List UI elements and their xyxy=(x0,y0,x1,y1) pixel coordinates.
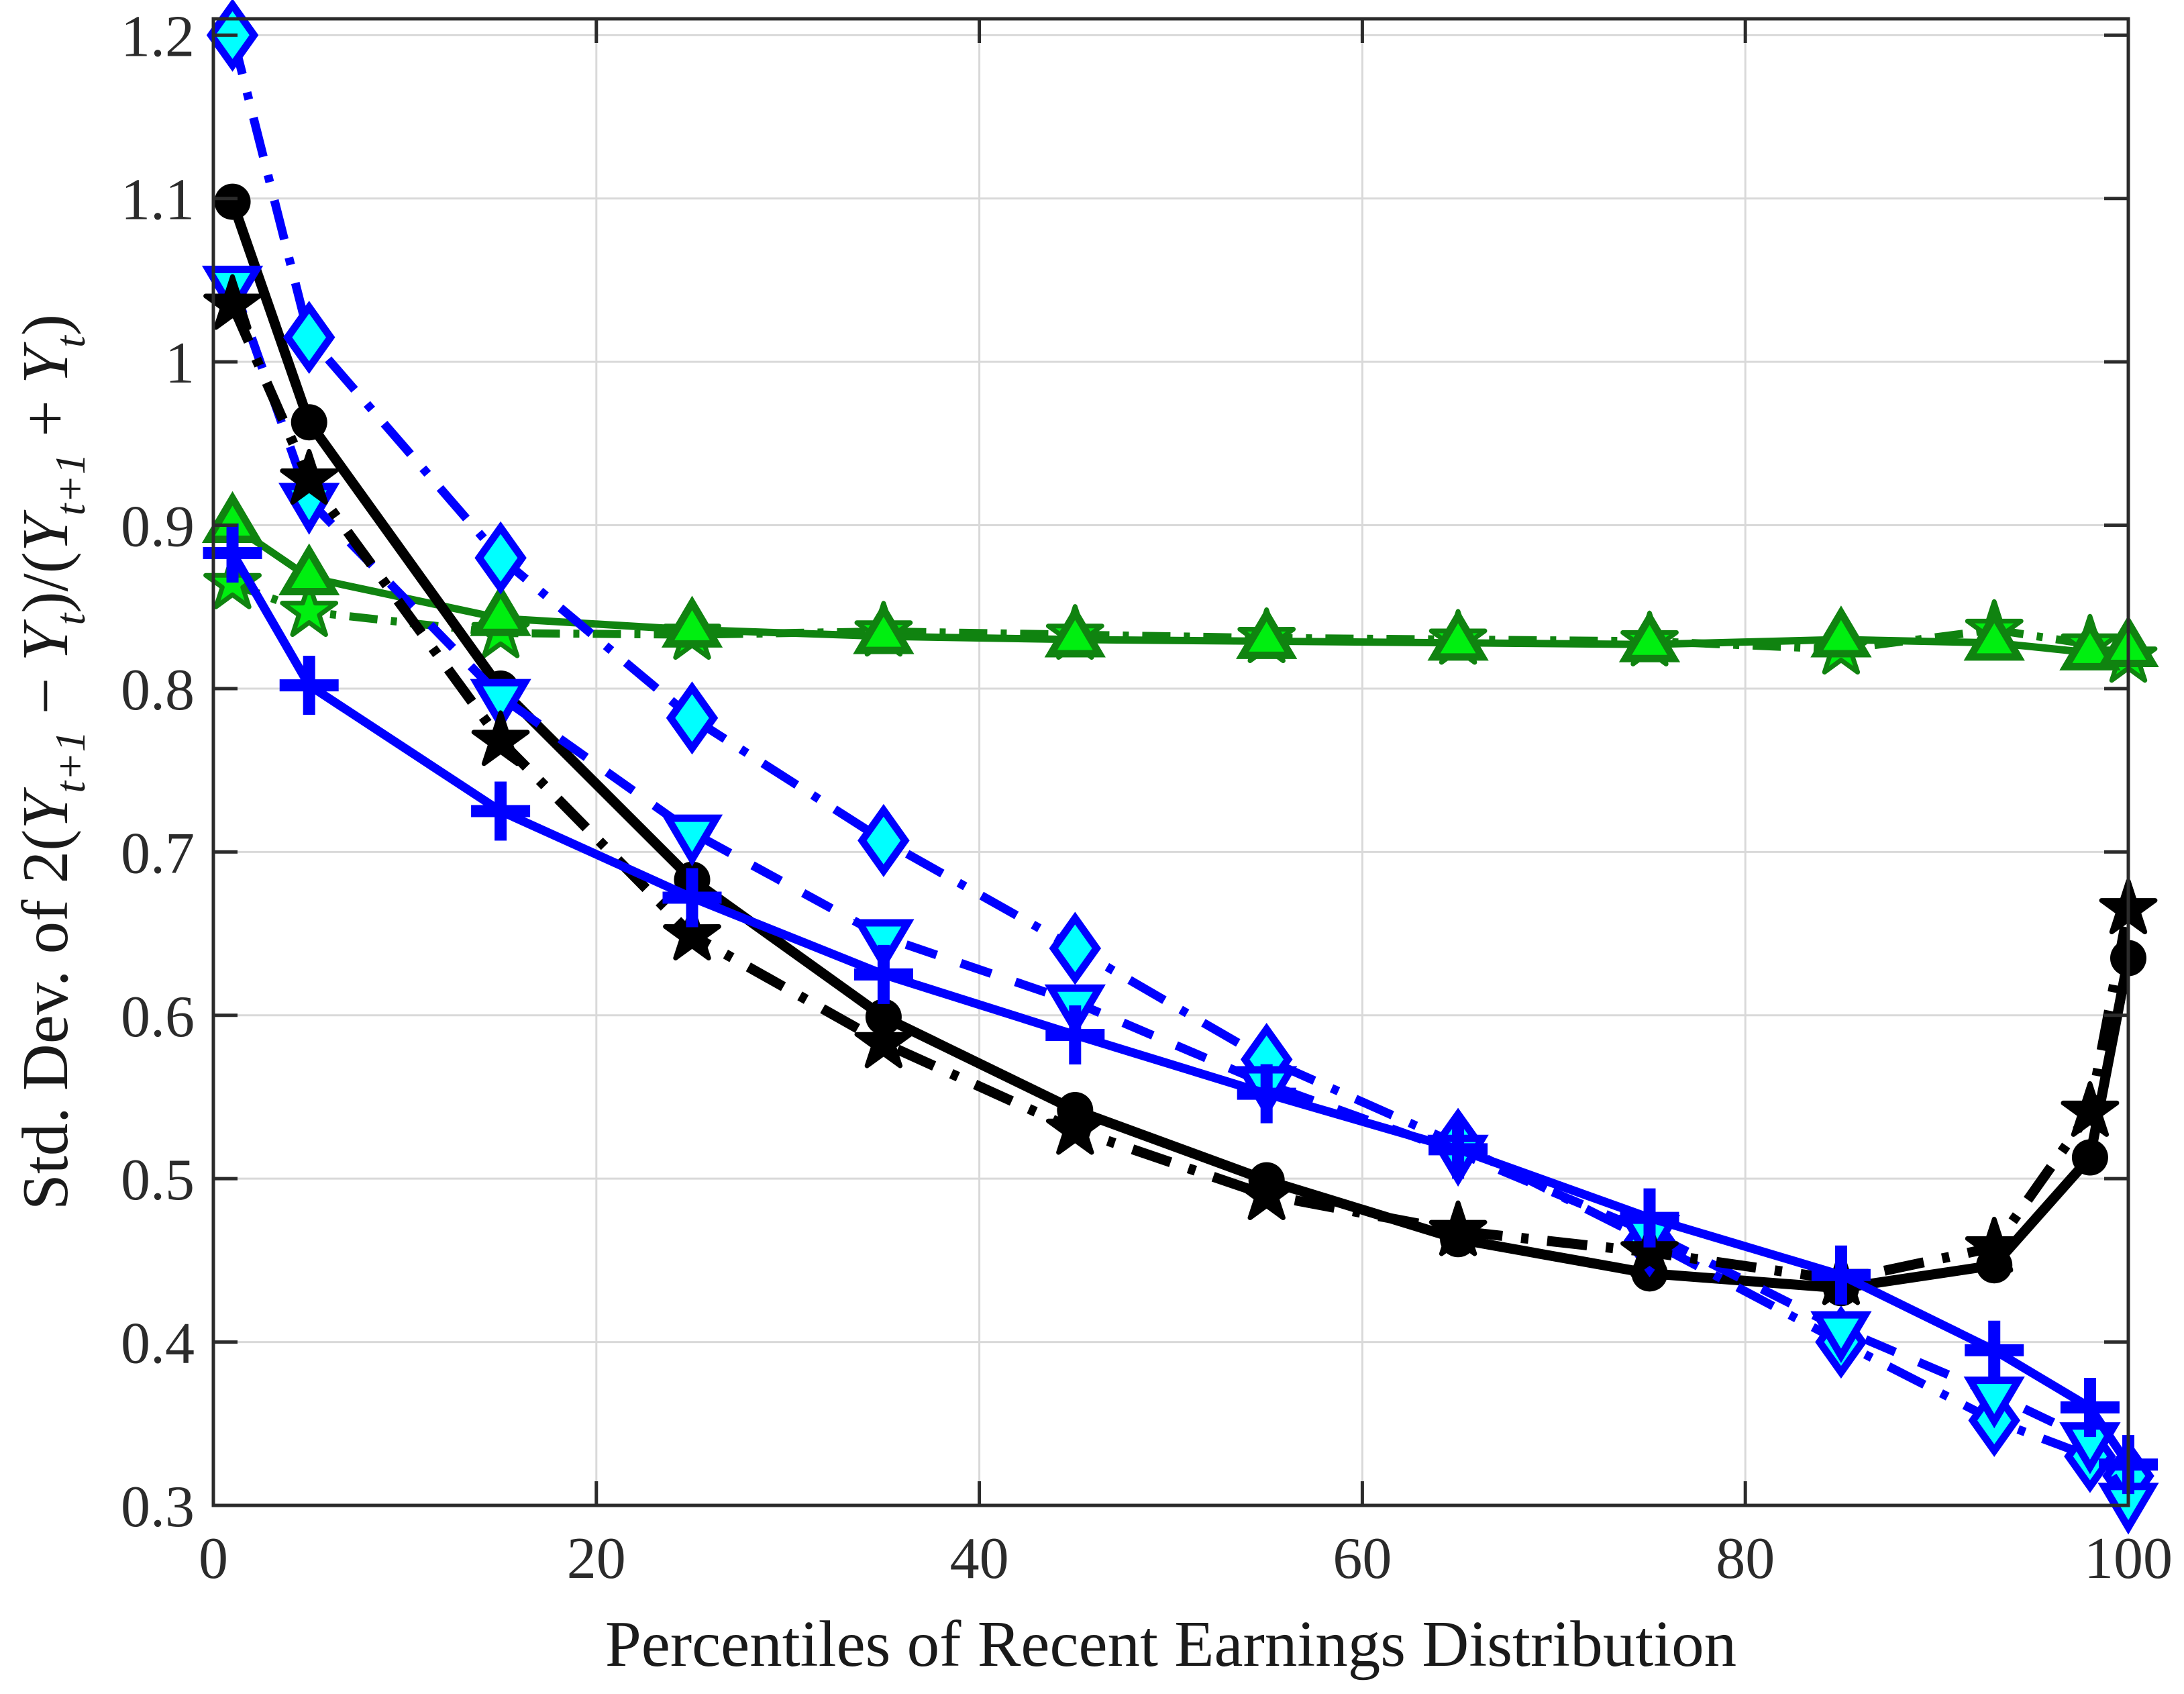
marker-triangle-up xyxy=(1044,605,1106,658)
marker-triangle-up xyxy=(853,602,915,654)
marker-star xyxy=(1237,1164,1296,1220)
marker-triangle-up xyxy=(1427,608,1489,661)
marker-diamond xyxy=(857,803,910,877)
x-tick-label: 60 xyxy=(1333,1526,1392,1591)
marker-diamond xyxy=(474,521,527,595)
marker-plus xyxy=(2060,1377,2120,1437)
marker-plus xyxy=(471,781,531,841)
marker-star xyxy=(471,710,530,766)
marker-triangle-up xyxy=(1618,610,1681,662)
plot-frame xyxy=(211,17,2130,1507)
y-tick-label: 1 xyxy=(165,331,195,396)
marker-triangle-up xyxy=(661,595,723,648)
marker-star xyxy=(1620,1222,1679,1278)
x-tick-label: 40 xyxy=(950,1526,1009,1591)
marker-star xyxy=(2061,1081,2120,1137)
y-tick-label: 0.5 xyxy=(121,1148,195,1213)
marker-star xyxy=(280,581,339,637)
marker-plus xyxy=(1620,1188,1679,1248)
y-tick-label: 1.1 xyxy=(121,168,195,233)
x-tick-label: 20 xyxy=(567,1526,626,1591)
x-tick-label: 0 xyxy=(199,1526,228,1591)
marker-diamond xyxy=(282,301,335,375)
marker-triangle-up xyxy=(278,543,340,595)
marker-plus xyxy=(1237,1064,1296,1124)
marker-star xyxy=(663,905,721,960)
marker-plus xyxy=(1811,1245,1871,1305)
marker-star xyxy=(854,1012,913,1068)
marker-plus xyxy=(662,868,722,928)
marker-plus xyxy=(1428,1119,1488,1179)
marker-star xyxy=(1965,1216,2024,1273)
marker-triangle-up xyxy=(1810,605,1872,658)
y-tick-label: 0.6 xyxy=(121,985,195,1050)
axes xyxy=(211,17,2130,1507)
marker-triangle-up xyxy=(470,584,531,636)
marker-plus xyxy=(279,656,339,715)
y-axis-label: Std. Dev. of 2(Yt+1 − Yt)/(Yt+1 + Yt) xyxy=(9,314,94,1210)
marker-star xyxy=(1045,1099,1104,1155)
y-tick-label: 0.7 xyxy=(121,821,195,886)
marker-circle xyxy=(291,404,327,441)
x-tick-label: 100 xyxy=(2084,1526,2173,1591)
marker-circle xyxy=(214,183,251,220)
y-tick-label: 0.9 xyxy=(121,495,195,560)
tick-labels: 0 20 40 60 80 100 0.3 0.4 0.5 0.6 0.7 0.8 0.9 1 1.1 1.2 xyxy=(121,4,2173,1591)
marker-plus xyxy=(853,944,913,1004)
series-blue-solid-plus xyxy=(203,523,2158,1495)
marker-circle xyxy=(2071,1139,2108,1176)
marker-triangle-down xyxy=(470,679,531,731)
marker-triangle-down xyxy=(661,814,723,866)
marker-triangle-up xyxy=(1963,608,2025,661)
series-group xyxy=(201,0,2159,1535)
y-tick-label: 0.4 xyxy=(121,1311,195,1377)
y-tick-label: 0.8 xyxy=(121,658,195,723)
y-tick-label: 0.3 xyxy=(121,1475,195,1540)
marker-plus xyxy=(1045,1005,1105,1064)
series-black-dashdot-star xyxy=(203,274,2158,1305)
marker-triangle-up xyxy=(2059,618,2121,670)
marker-triangle-down xyxy=(853,919,915,971)
x-axis-label: Percentiles of Recent Earnings Distribut… xyxy=(605,1608,1736,1680)
marker-star xyxy=(1428,1200,1488,1256)
marker-diamond xyxy=(666,681,719,755)
marker-diamond xyxy=(1049,911,1102,985)
x-tick-label: 80 xyxy=(1716,1526,1775,1591)
marker-star xyxy=(280,448,339,505)
marker-triangle-down xyxy=(1810,1311,1872,1363)
marker-triangle-down xyxy=(1963,1376,2025,1429)
y-tick-label: 1.2 xyxy=(121,4,195,69)
marker-plus xyxy=(1965,1320,2024,1380)
marker-triangle-up xyxy=(1236,607,1298,659)
